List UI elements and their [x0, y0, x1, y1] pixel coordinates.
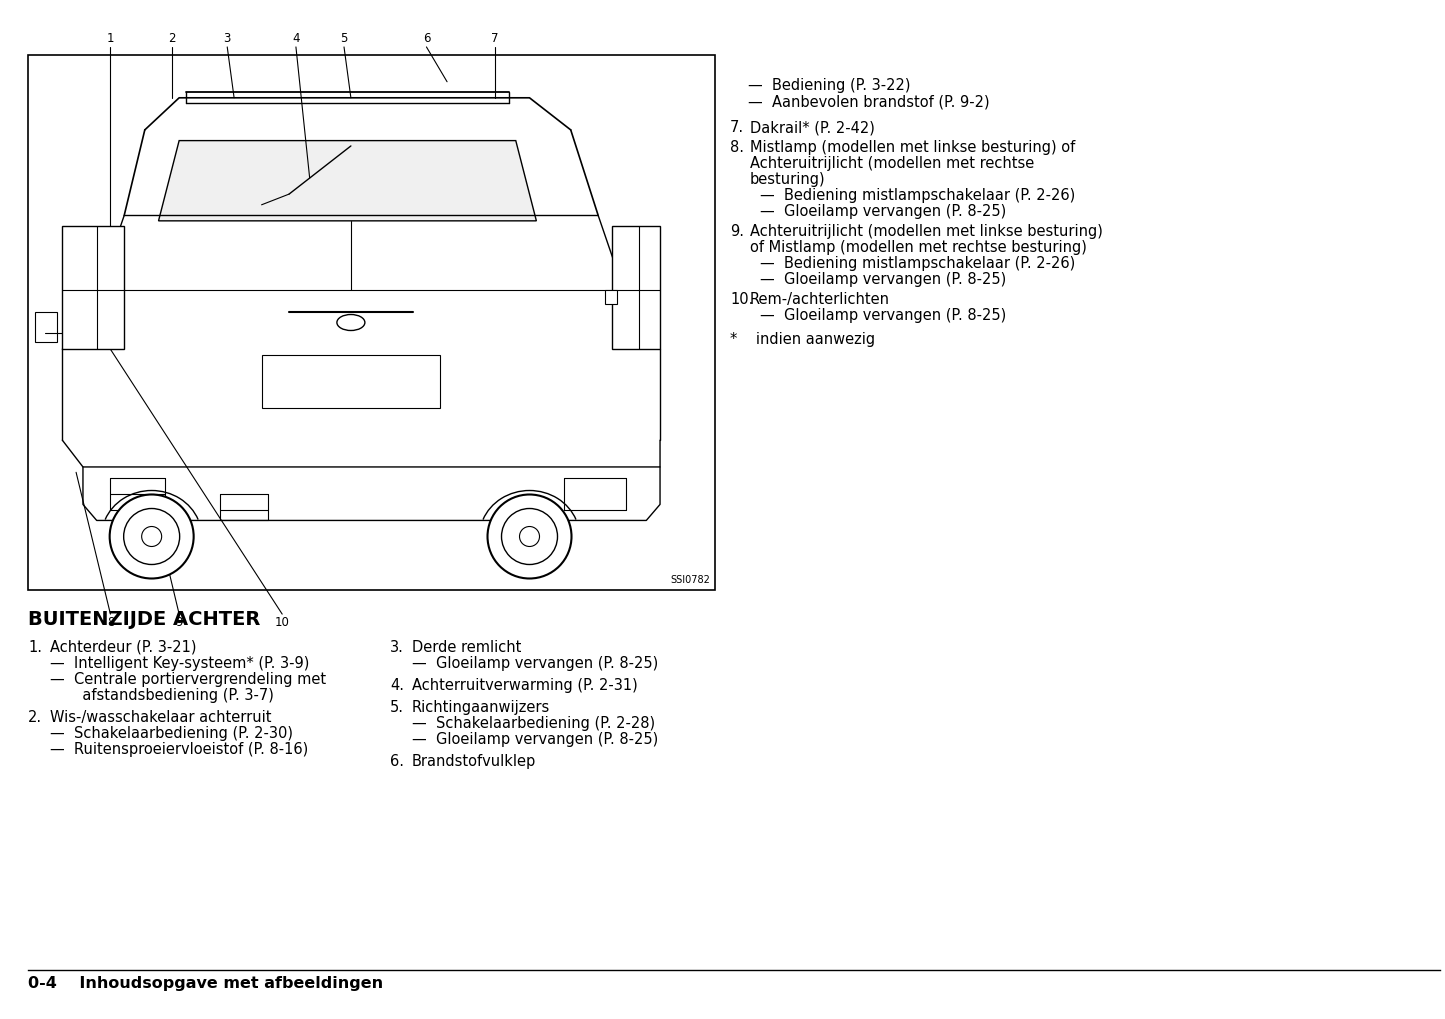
Text: 3.: 3. — [390, 640, 403, 655]
Text: 5.: 5. — [390, 700, 405, 715]
Text: Achterruitverwarming (P. 2-31): Achterruitverwarming (P. 2-31) — [412, 678, 637, 693]
Text: —  Bediening mistlampschakelaar (P. 2-26): — Bediening mistlampschakelaar (P. 2-26) — [760, 187, 1075, 203]
Text: Wis-/wasschakelaar achterruit: Wis-/wasschakelaar achterruit — [51, 710, 272, 725]
Text: —  Schakelaarbediening (P. 2-28): — Schakelaarbediening (P. 2-28) — [412, 716, 655, 731]
Text: 4.: 4. — [390, 678, 405, 693]
Text: —  Ruitensproeiervloeistof (P. 8-16): — Ruitensproeiervloeistof (P. 8-16) — [51, 742, 308, 757]
Text: 9.: 9. — [730, 224, 744, 239]
Bar — [35, 312, 56, 341]
Text: Mistlamp (modellen met linkse besturing) of: Mistlamp (modellen met linkse besturing)… — [750, 140, 1075, 155]
Text: *    indien aanwezig: * indien aanwezig — [730, 332, 876, 347]
Text: Brandstofvulklep: Brandstofvulklep — [412, 754, 536, 769]
Text: 1.: 1. — [27, 640, 42, 655]
Text: 2.: 2. — [27, 710, 42, 725]
Circle shape — [487, 494, 572, 579]
Text: —  Gloeilamp vervangen (P. 8-25): — Gloeilamp vervangen (P. 8-25) — [760, 204, 1006, 219]
Text: SSI0782: SSI0782 — [670, 575, 709, 585]
Text: 8: 8 — [107, 615, 114, 629]
Circle shape — [110, 494, 194, 579]
Text: —  Schakelaarbediening (P. 2-30): — Schakelaarbediening (P. 2-30) — [51, 726, 293, 741]
Circle shape — [520, 527, 539, 546]
Text: —  Bediening (P. 3-22): — Bediening (P. 3-22) — [749, 78, 910, 93]
Circle shape — [142, 527, 162, 546]
Text: Derde remlicht: Derde remlicht — [412, 640, 522, 655]
Text: 8.: 8. — [730, 140, 744, 155]
Text: —  Gloeilamp vervangen (P. 8-25): — Gloeilamp vervangen (P. 8-25) — [760, 272, 1006, 287]
Text: —  Gloeilamp vervangen (P. 8-25): — Gloeilamp vervangen (P. 8-25) — [412, 656, 659, 671]
Text: 7: 7 — [491, 33, 499, 46]
Text: Achteruitrijlicht (modellen met rechtse: Achteruitrijlicht (modellen met rechtse — [750, 156, 1035, 171]
Text: afstandsbediening (P. 3-7): afstandsbediening (P. 3-7) — [51, 688, 275, 703]
Text: —  Centrale portiervergrendeling met: — Centrale portiervergrendeling met — [51, 672, 327, 687]
Circle shape — [124, 508, 179, 565]
Polygon shape — [62, 226, 124, 350]
Text: 1: 1 — [107, 33, 114, 46]
Text: BUITENZIJDE ACHTER: BUITENZIJDE ACHTER — [27, 610, 260, 629]
Text: —  Gloeilamp vervangen (P. 8-25): — Gloeilamp vervangen (P. 8-25) — [760, 308, 1006, 323]
Text: 9: 9 — [175, 615, 184, 629]
Text: 5: 5 — [341, 33, 348, 46]
Text: besturing): besturing) — [750, 172, 825, 187]
Text: Rem-/achterlichten: Rem-/achterlichten — [750, 292, 890, 307]
Text: 6.: 6. — [390, 754, 405, 769]
Text: 10.: 10. — [730, 292, 753, 307]
Polygon shape — [611, 226, 660, 350]
Text: 4: 4 — [292, 33, 299, 46]
Text: 3: 3 — [224, 33, 231, 46]
Text: of Mistlamp (modellen met rechtse besturing): of Mistlamp (modellen met rechtse bestur… — [750, 240, 1087, 255]
Text: Richtingaanwijzers: Richtingaanwijzers — [412, 700, 551, 715]
Circle shape — [501, 508, 558, 565]
Text: —  Gloeilamp vervangen (P. 8-25): — Gloeilamp vervangen (P. 8-25) — [412, 732, 659, 747]
Text: 7.: 7. — [730, 120, 744, 135]
Bar — [262, 355, 441, 408]
Text: —  Intelligent Key-systeem* (P. 3-9): — Intelligent Key-systeem* (P. 3-9) — [51, 656, 309, 671]
Ellipse shape — [337, 315, 366, 330]
Text: Achteruitrijlicht (modellen met linkse besturing): Achteruitrijlicht (modellen met linkse b… — [750, 224, 1103, 239]
Text: 10: 10 — [275, 615, 289, 629]
Text: 6: 6 — [423, 33, 431, 46]
Polygon shape — [159, 141, 536, 221]
Text: —  Aanbevolen brandstof (P. 9-2): — Aanbevolen brandstof (P. 9-2) — [749, 94, 990, 109]
Bar — [27, 55, 715, 590]
Text: Achterdeur (P. 3-21): Achterdeur (P. 3-21) — [51, 640, 197, 655]
Text: —  Bediening mistlampschakelaar (P. 2-26): — Bediening mistlampschakelaar (P. 2-26) — [760, 256, 1075, 271]
Text: 0-4    Inhoudsopgave met afbeeldingen: 0-4 Inhoudsopgave met afbeeldingen — [27, 976, 383, 991]
Bar — [605, 290, 617, 305]
Text: 2: 2 — [169, 33, 176, 46]
Text: Dakrail* (P. 2-42): Dakrail* (P. 2-42) — [750, 120, 874, 135]
